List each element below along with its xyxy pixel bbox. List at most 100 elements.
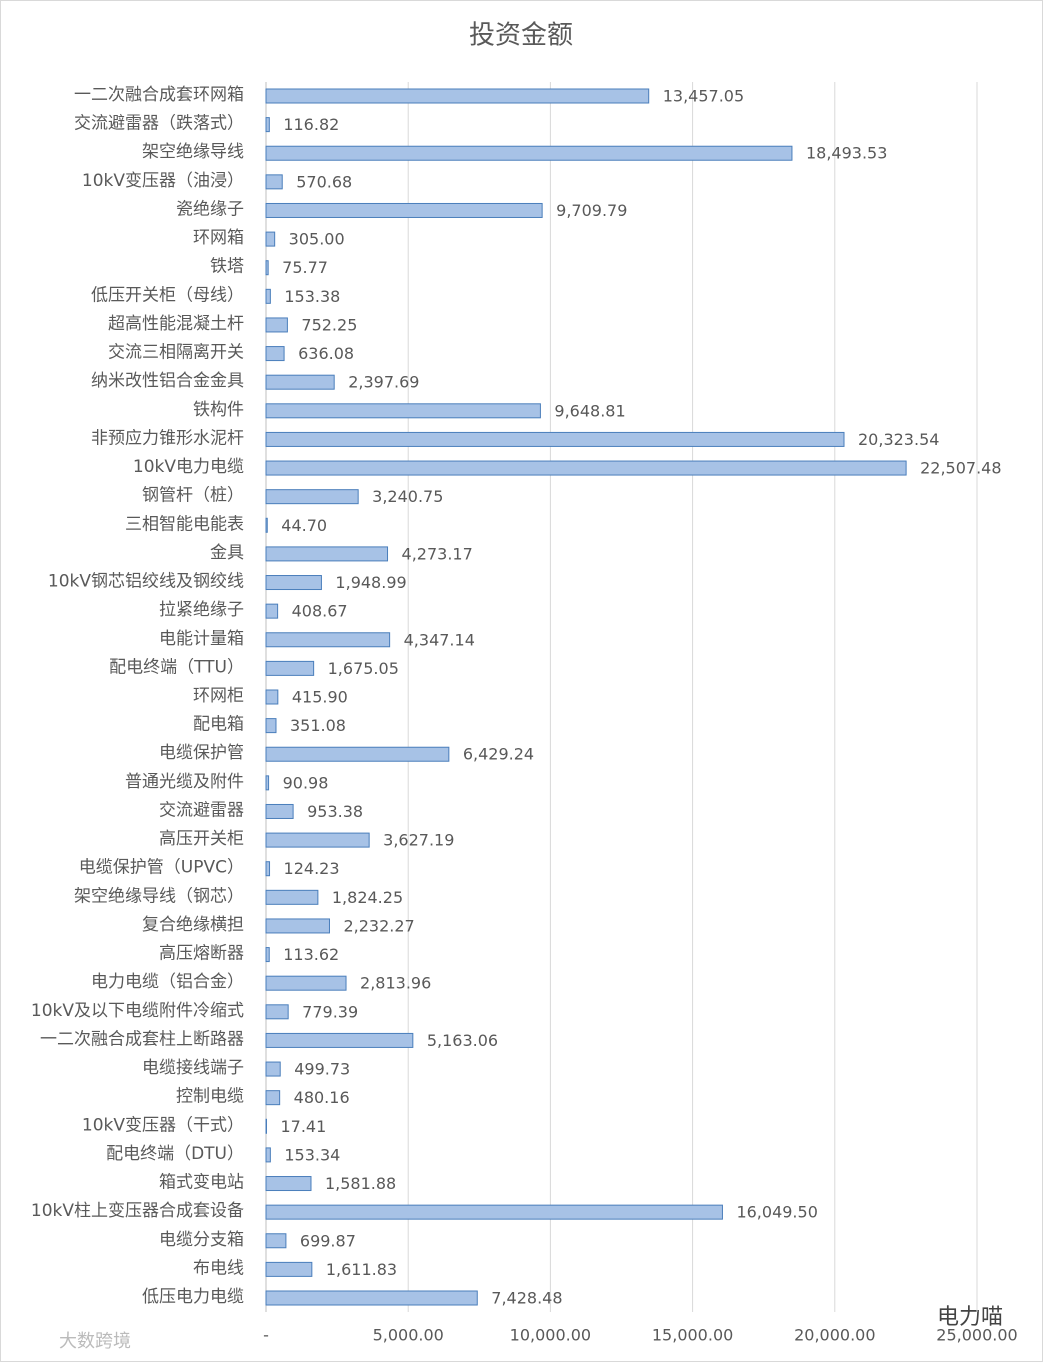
value-label: 9,709.79 [556,201,627,220]
bar [265,202,543,218]
watermark: 电力喵 [937,1305,1003,1330]
y-tick-label: 布电线 [193,1258,244,1278]
bar [265,1204,723,1220]
y-tick-label: 电能计量箱 [159,629,244,649]
value-label: 7,428.48 [491,1289,562,1308]
y-tick-label: 10kV钢芯铝绞线及钢绞线 [48,572,244,592]
value-label: 20,323.54 [858,430,939,449]
value-label: 5,163.06 [427,1031,498,1050]
value-label: 22,507.48 [920,459,1001,478]
bar [265,517,268,533]
y-tick-label: 高压熔断器 [159,944,244,964]
bar [265,1061,281,1077]
y-tick-label: 一二次融合成套环网箱 [74,85,244,105]
bar [265,1090,281,1106]
bar [265,1233,287,1249]
x-tick-label: 15,000.00 [652,1326,733,1345]
bar [265,317,288,333]
y-tick-label: 复合绝缘横担 [142,915,244,935]
y-tick-label: 架空绝缘导线 [142,142,244,162]
y-tick-label: 交流避雷器（跌落式） [74,114,244,134]
value-label: 305.00 [289,230,345,249]
bar [265,374,335,390]
x-tick-label: 5,000.00 [373,1326,444,1345]
bar [265,975,347,991]
bar [265,689,279,705]
bar [265,403,541,419]
bar [265,947,270,963]
bar [265,718,277,734]
value-label: 2,232.27 [343,916,414,935]
y-tick-label: 铁构件 [193,400,244,420]
value-label: 1,948.99 [335,573,406,592]
y-tick-label: 环网柜 [193,686,244,706]
y-tick-label: 电力电缆（铝合金） [91,972,244,992]
value-label: 636.08 [298,344,354,363]
y-tick-label: 瓷绝缘子 [176,199,244,219]
value-label: 351.08 [290,716,346,735]
value-label: 3,240.75 [372,487,443,506]
bar [265,117,270,133]
value-label: 480.16 [294,1088,350,1107]
value-label: 4,347.14 [404,630,475,649]
y-tick-label: 10kV变压器（油浸） [82,171,244,191]
bar [265,746,450,762]
bar [265,861,271,877]
value-label: 13,457.05 [663,87,744,106]
value-label: 1,611.83 [326,1260,397,1279]
value-label: 1,824.25 [332,888,403,907]
y-tick-label: 环网箱 [193,228,244,248]
bar [265,88,650,104]
x-tick-label: 25,000.00 [936,1326,1017,1345]
y-tick-label: 低压开关柜（母线） [91,285,244,305]
bar [265,660,315,676]
value-label: 699.87 [300,1231,356,1250]
value-label: 779.39 [302,1002,358,1021]
value-label: 6,429.24 [463,745,534,764]
bar [265,145,793,161]
bar [265,632,391,648]
value-label: 16,049.50 [736,1203,817,1222]
value-label: 4,273.17 [402,544,473,563]
y-tick-label: 配电终端（TTU） [109,657,244,677]
value-label: 1,581.88 [325,1174,396,1193]
value-label: 113.62 [283,945,339,964]
bar [265,460,907,476]
y-tick-label: 高压开关柜 [159,829,244,849]
value-label: 90.98 [283,773,329,792]
value-label: 2,813.96 [360,974,431,993]
y-tick-label: 10kV电力电缆 [133,457,244,477]
y-tick-label: 配电箱 [193,715,244,735]
y-tick-label: 金具 [210,543,244,563]
y-tick-label: 架空绝缘导线（钢芯） [74,886,244,906]
bar [265,231,276,247]
bar [265,803,294,819]
y-tick-label: 电缆接线端子 [142,1058,244,1078]
bar [265,775,270,791]
bar [265,1004,289,1020]
watermark: 大数跨境 [59,1331,131,1352]
y-tick-label: 交流三相隔离开关 [108,343,244,363]
bar [265,1261,313,1277]
value-label: 3,627.19 [383,831,454,850]
value-label: 116.82 [283,115,339,134]
y-tick-label: 超高性能混凝土杆 [108,314,244,334]
y-tick-label: 10kV及以下电缆附件冷缩式 [31,1001,244,1021]
value-label: 44.70 [281,516,327,535]
value-label: 153.34 [284,1145,340,1164]
bar [265,575,322,591]
value-label: 18,493.53 [806,144,887,163]
y-tick-label: 低压电力电缆 [142,1287,244,1307]
value-label: 1,675.05 [328,659,399,678]
bar [265,1147,271,1163]
chart-title: 投资金额 [469,21,573,51]
bar [265,431,845,447]
value-label: 75.77 [282,258,328,277]
value-label: 9,648.81 [554,401,625,420]
bar [265,288,271,304]
value-label: 17.41 [280,1117,326,1136]
value-label: 408.67 [292,602,348,621]
value-label: 499.73 [294,1060,350,1079]
